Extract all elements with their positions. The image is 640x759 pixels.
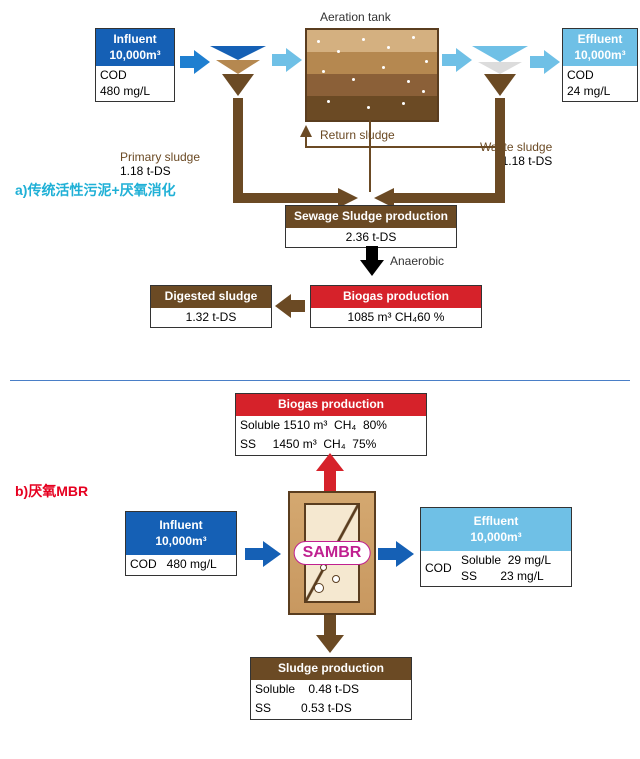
primary-sludge-label: Primary sludge 1.18 t-DS [120, 150, 200, 178]
aeration-down-line [365, 120, 375, 192]
biogas-title-a: Biogas production [311, 286, 481, 308]
caption-a: a)传统活性污泥+厌氧消化 [15, 180, 176, 200]
biogas-val-a: 1085 m³ CH₄60 % [311, 308, 481, 328]
influent-title-b: Influent [159, 518, 202, 532]
sludge-box-b: Sludge production Soluble 0.48 t-DS SS 0… [250, 657, 412, 720]
arrow-influent-a [180, 50, 210, 74]
influent-box-a: Influent 10,000m³ COD 480 mg/L [95, 28, 175, 102]
digested-box: Digested sludge 1.32 t-DS [150, 285, 272, 328]
effluent-title-b: Effluent [474, 514, 519, 528]
effluent-vol-b: 10,000m³ [470, 530, 521, 544]
biogas-r2-b: SS 1450 m³ CH₄ 75% [236, 435, 426, 455]
arrow-out-b [378, 541, 414, 567]
influent-vol-a: 10,000m³ [109, 48, 160, 62]
sewage-val: 2.36 t-DS [286, 228, 456, 248]
arrow-down-b [316, 615, 344, 653]
influent-codlabel-a: COD [100, 68, 127, 82]
sludge-title-b: Sludge production [251, 658, 411, 680]
anaerobic-label: Anaerobic [390, 254, 444, 268]
caption-b: b)厌氧MBR [15, 481, 88, 501]
effluent-codlabel-b: COD [425, 553, 461, 584]
influent-vol-b: 10,000m³ [155, 534, 206, 548]
digested-title: Digested sludge [151, 286, 271, 308]
sambr-reactor: SAMBR [288, 491, 376, 615]
effluent-cod-a: 24 mg/L [567, 84, 610, 98]
digested-arrow [275, 294, 305, 318]
arrow-effluent-a [530, 50, 560, 74]
primary-sludge-arrow [230, 98, 360, 218]
effluent-title-a: Effluent [578, 32, 623, 46]
effluent-vol-a: 10,000m³ [574, 48, 625, 62]
arrow-to-aeration [272, 48, 302, 72]
arrow-up-b [316, 453, 344, 491]
panel-a: a)传统活性污泥+厌氧消化 Influent 10,000m³ COD 480 … [10, 10, 630, 381]
panel-b: b)厌氧MBR Biogas production Soluble 1510 m… [10, 381, 630, 741]
aeration-label: Aeration tank [320, 10, 391, 24]
biogas-box-b: Biogas production Soluble 1510 m³ CH₄ 80… [235, 393, 427, 456]
biogas-box-a: Biogas production 1085 m³ CH₄60 % [310, 285, 482, 328]
effluent-box-b: Effluent 10,000m³ COD Soluble 29 mg/L SS… [420, 507, 572, 587]
sewage-title: Sewage Sludge production [286, 206, 456, 228]
influent-title-a: Influent [113, 32, 156, 46]
biogas-title-b: Biogas production [236, 394, 426, 416]
sambr-label: SAMBR [294, 541, 371, 565]
biogas-r1-b: Soluble 1510 m³ CH₄ 80% [236, 416, 426, 436]
digested-val: 1.32 t-DS [151, 308, 271, 328]
sludge-r1-b: Soluble 0.48 t-DS [251, 680, 411, 700]
effluent-box-a: Effluent 10,000m³ COD 24 mg/L [562, 28, 638, 102]
arrow-to-secondary [442, 48, 472, 72]
effluent-codlabel-a: COD [567, 68, 594, 82]
sewage-box: Sewage Sludge production 2.36 t-DS [285, 205, 457, 248]
influent-box-b: Influent 10,000m³ COD 480 mg/L [125, 511, 237, 576]
influent-cod-a: 480 mg/L [100, 84, 150, 98]
influent-cod-b: COD 480 mg/L [126, 555, 236, 575]
sludge-r2-b: SS 0.53 t-DS [251, 699, 411, 719]
waste-sludge-arrow [370, 98, 510, 218]
anaerobic-arrow [360, 246, 384, 276]
arrow-in-b [245, 541, 281, 567]
